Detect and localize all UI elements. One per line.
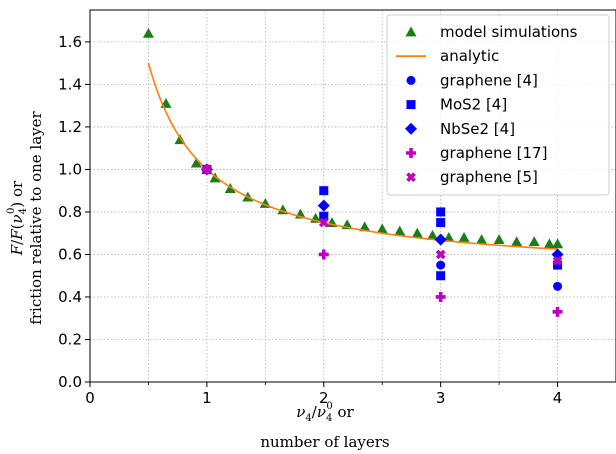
legend-label-graphene-5: graphene [5] bbox=[440, 168, 538, 186]
axes-frame bbox=[89, 9, 616, 383]
legend-label-model-simulations: model simulations bbox=[440, 23, 578, 41]
point-graphene-4 bbox=[436, 260, 446, 270]
point-model-simulations bbox=[543, 238, 555, 249]
x-tick-label: 3 bbox=[436, 389, 446, 407]
x-tick-label: 0 bbox=[85, 389, 95, 407]
y-axis-label-line2-group: friction relative to one layer bbox=[27, 110, 45, 324]
point-graphene-17 bbox=[318, 249, 329, 260]
legend-label-analytic: analytic bbox=[440, 47, 499, 65]
point-mos2-4 bbox=[553, 260, 563, 270]
point-model-simulations bbox=[493, 234, 505, 244]
legend-swatch-mos2-4 bbox=[406, 100, 416, 110]
x-tick-label: 2 bbox=[319, 389, 329, 407]
point-nbse2-4 bbox=[551, 248, 564, 261]
x-axis-label-line2: number of layers bbox=[260, 433, 389, 451]
y-tick-label: 0.4 bbox=[58, 288, 82, 306]
point-graphene-4 bbox=[553, 281, 563, 291]
point-model-simulations bbox=[359, 221, 371, 232]
y-tick-label: 0.2 bbox=[58, 330, 82, 348]
point-model-simulations bbox=[376, 223, 388, 234]
point-graphene-5 bbox=[435, 249, 446, 260]
legend: model simulations analytic graphene [4] MoS… bbox=[386, 14, 610, 196]
legend-swatch-graphene-5 bbox=[406, 172, 416, 183]
point-mos2-4 bbox=[436, 218, 446, 228]
point-mos2-4 bbox=[436, 271, 446, 281]
x-tick-label: 1 bbox=[202, 389, 212, 407]
x-tick-label: 4 bbox=[553, 389, 563, 407]
point-model-simulations bbox=[476, 234, 488, 244]
legend-label-mos2-4: MoS2 [4] bbox=[440, 96, 507, 114]
point-model-simulations bbox=[190, 157, 202, 168]
y-tick-label: 0.8 bbox=[58, 203, 82, 221]
point-graphene-5 bbox=[552, 256, 563, 266]
point-model-simulations bbox=[142, 27, 154, 38]
x-axis-label: ν4/ν40 or bbox=[296, 401, 354, 424]
y-tick-label: 0.6 bbox=[58, 245, 82, 263]
point-graphene-5 bbox=[318, 217, 329, 228]
x-axis: 0 1 2 3 4 bbox=[85, 382, 562, 407]
y-axis-label-line2: friction relative to one layer bbox=[27, 110, 45, 324]
point-model-simulations bbox=[426, 229, 438, 240]
y-tick-label: 1.0 bbox=[58, 160, 82, 178]
point-model-simulations bbox=[458, 231, 470, 242]
legend-label-graphene-4: graphene [4] bbox=[440, 71, 538, 89]
legend-label-nbse2-4: NbSe2 [4] bbox=[440, 120, 515, 138]
y-axis-label: F/F(ν40) or bbox=[6, 180, 29, 256]
point-nbse2-4 bbox=[317, 199, 330, 212]
point-model-simulations bbox=[552, 238, 564, 249]
point-mos2-4 bbox=[319, 186, 329, 196]
legend-box bbox=[386, 14, 610, 196]
point-graphene-17 bbox=[435, 291, 446, 302]
y-tick-label: 0.0 bbox=[58, 373, 82, 391]
series-analytic-line bbox=[147, 62, 558, 250]
point-mos2-4 bbox=[436, 207, 446, 217]
y-tick-label: 1.6 bbox=[58, 33, 82, 51]
point-model-simulations bbox=[394, 225, 406, 236]
point-model-simulations bbox=[411, 227, 423, 238]
point-graphene-5 bbox=[202, 164, 212, 175]
point-model-simulations bbox=[528, 236, 540, 247]
legend-swatch-graphene-17 bbox=[406, 148, 417, 158]
legend-swatch-graphene-4 bbox=[406, 75, 416, 85]
point-graphene-17 bbox=[552, 306, 563, 317]
point-nbse2-4 bbox=[434, 233, 447, 246]
svg-text:F/F(ν40) or: F/F(ν40) or bbox=[6, 180, 29, 256]
legend-label-graphene-17: graphene [17] bbox=[440, 144, 547, 162]
point-model-simulations bbox=[511, 236, 523, 247]
y-tick-label: 1.2 bbox=[58, 118, 82, 136]
legend-swatch-nbse2-4 bbox=[405, 122, 417, 135]
y-axis: 0.0 0.2 0.4 0.6 0.8 1.0 1.2 1.4 1.6 bbox=[58, 33, 90, 391]
plot-area bbox=[142, 27, 564, 317]
y-tick-label: 1.4 bbox=[58, 75, 82, 93]
legend-swatch-model-simulations bbox=[405, 26, 417, 37]
